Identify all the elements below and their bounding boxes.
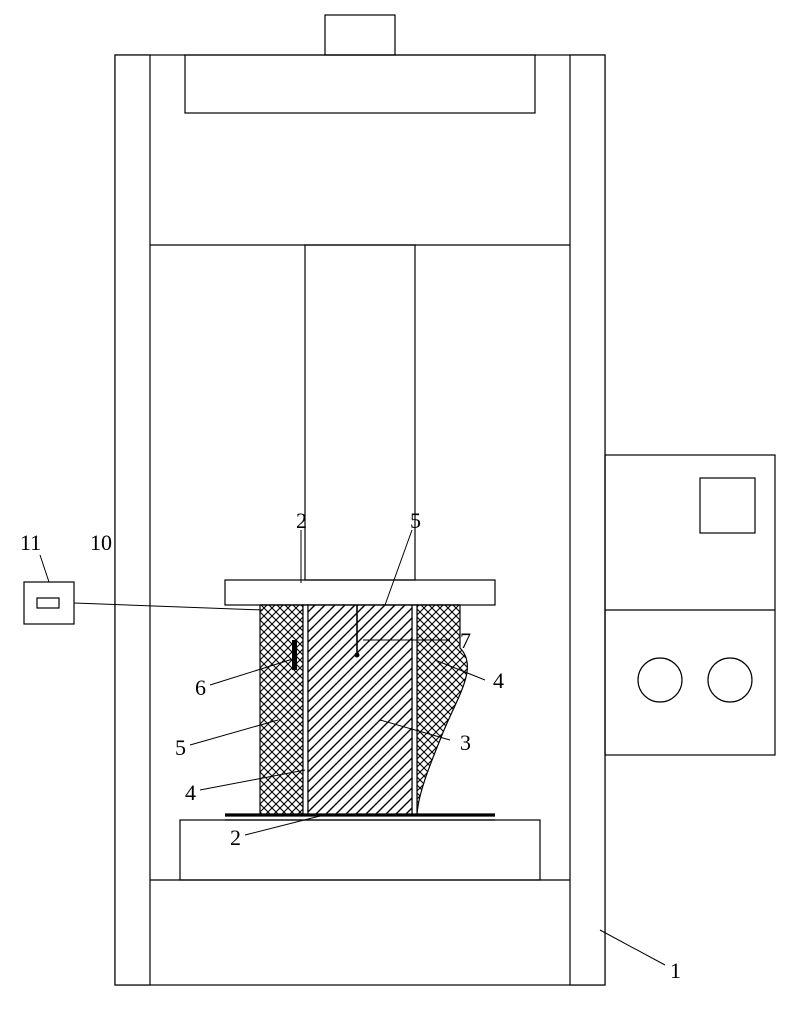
label-4_lower: 4 bbox=[185, 780, 196, 806]
technical-diagram bbox=[0, 0, 800, 1035]
label-3: 3 bbox=[460, 730, 471, 756]
label-1: 1 bbox=[670, 958, 681, 984]
label-11: 11 bbox=[20, 530, 41, 556]
label-6: 6 bbox=[195, 675, 206, 701]
label-7: 7 bbox=[460, 628, 471, 654]
label-5_upper: 5 bbox=[410, 508, 421, 534]
label-4_upper: 4 bbox=[493, 668, 504, 694]
label-5_lower: 5 bbox=[175, 735, 186, 761]
label-2: 2 bbox=[296, 508, 307, 534]
label-2_lower: 2 bbox=[230, 825, 241, 851]
label-10: 10 bbox=[90, 530, 112, 556]
